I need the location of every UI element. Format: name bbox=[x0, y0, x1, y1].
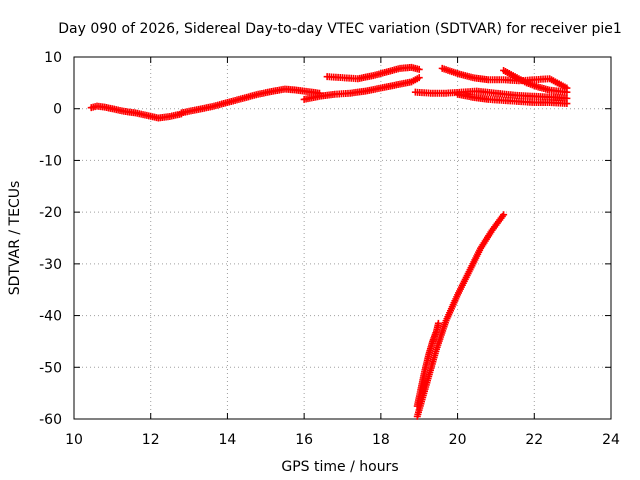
y-axis-label: SDTVAR / TECUs bbox=[7, 181, 23, 296]
y-tick-label: 0 bbox=[53, 102, 62, 118]
series-track-b bbox=[177, 85, 323, 117]
series-track-i bbox=[413, 211, 508, 420]
x-tick-label: 16 bbox=[295, 432, 313, 448]
data-point bbox=[563, 100, 571, 108]
series-track-j bbox=[413, 319, 442, 410]
x-tick-label: 24 bbox=[602, 432, 620, 448]
y-tick-label: -60 bbox=[39, 412, 62, 428]
series-track-e bbox=[411, 87, 571, 102]
chart-title: Day 090 of 2026, Sidereal Day-to-day VTE… bbox=[58, 21, 622, 37]
data-point bbox=[415, 74, 423, 82]
data-points bbox=[87, 63, 571, 420]
y-tick-label: -20 bbox=[39, 205, 62, 221]
x-tick-label: 14 bbox=[219, 432, 237, 448]
x-tick-label: 10 bbox=[65, 432, 83, 448]
data-point bbox=[434, 319, 442, 327]
y-tick-label: -40 bbox=[39, 309, 62, 325]
series-track-f bbox=[438, 64, 571, 92]
x-tick-label: 12 bbox=[142, 432, 160, 448]
series-track-d bbox=[323, 63, 423, 83]
y-tick-label: -30 bbox=[39, 257, 62, 273]
y-tick-label: 10 bbox=[44, 50, 62, 66]
x-tick-label: 20 bbox=[449, 432, 467, 448]
x-axis-label: GPS time / hours bbox=[281, 459, 398, 475]
x-tick-label: 22 bbox=[525, 432, 543, 448]
series-track-h bbox=[500, 66, 571, 96]
series-track-g bbox=[454, 90, 571, 108]
x-tick-label: 18 bbox=[372, 432, 390, 448]
y-tick-label: -10 bbox=[39, 153, 62, 169]
series-track-c bbox=[300, 74, 423, 103]
axis-ticks: 10 12 14 16 18 20 22 24 10 0 -10 -20 -30 -40 -50 -60 bbox=[39, 50, 620, 448]
data-point bbox=[500, 211, 508, 219]
plot-frame bbox=[73, 56, 612, 420]
grid-lines bbox=[74, 57, 611, 419]
data-point bbox=[415, 65, 423, 73]
y-tick-label: -50 bbox=[39, 360, 62, 376]
data-point bbox=[563, 88, 571, 96]
series-track-a bbox=[87, 102, 185, 122]
